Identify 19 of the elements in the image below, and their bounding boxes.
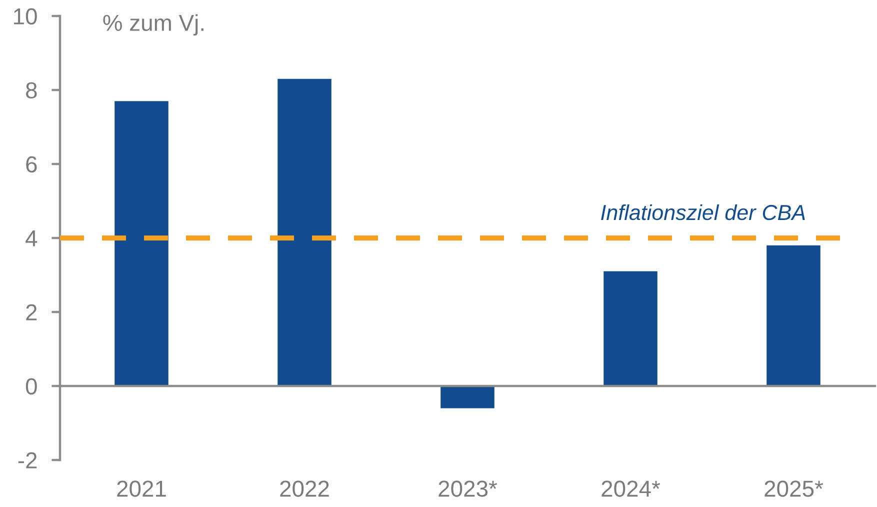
y-axis-title: % zum Vj. xyxy=(103,14,204,36)
x-tick-label: 2024* xyxy=(602,480,660,497)
bar xyxy=(440,386,494,408)
bar xyxy=(278,78,332,386)
x-tick-label: 2025* xyxy=(764,480,824,497)
x-tick-label: 2022 xyxy=(280,480,329,497)
y-tick-label: -2 xyxy=(18,452,37,468)
ref-line-label: Inflationsziel der CBA xyxy=(601,204,805,220)
bar xyxy=(114,101,168,386)
bar xyxy=(766,245,820,386)
y-tick-label: 4 xyxy=(26,230,38,246)
x-tick-label: 2023* xyxy=(438,480,498,497)
y-tick-label: 10 xyxy=(14,8,37,25)
y-tick-label: 2 xyxy=(26,304,37,320)
y-tick-label: 6 xyxy=(26,156,37,173)
y-tick-label: 0 xyxy=(26,378,37,395)
x-tick-label: 2021 xyxy=(117,480,166,497)
bar xyxy=(604,271,658,386)
y-tick-label: 8 xyxy=(26,82,37,99)
